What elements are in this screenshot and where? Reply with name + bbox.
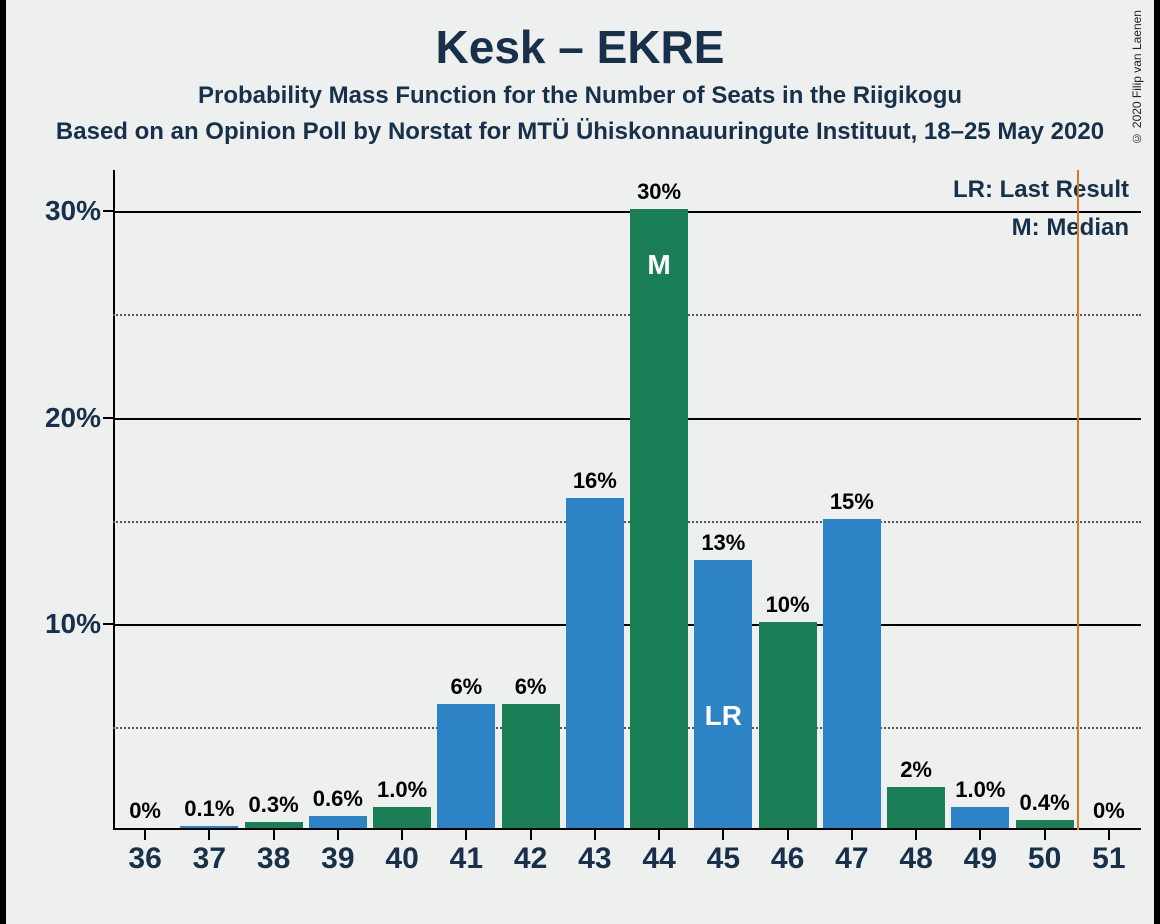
bar-value-label: 0% — [116, 798, 174, 824]
bar-inner-label: M — [630, 249, 688, 281]
bar: 16% — [566, 498, 624, 828]
bar: 0.3% — [245, 822, 303, 828]
bar: 2% — [887, 787, 945, 828]
y-tick-label: 10% — [11, 608, 101, 640]
y-tick-mark — [103, 210, 113, 212]
bar: 30%M — [630, 209, 688, 828]
x-tick-label: 39 — [321, 842, 354, 876]
bar-value-label: 10% — [759, 592, 817, 618]
chart-title: Kesk – EKRE — [0, 20, 1160, 74]
x-tick-mark — [465, 830, 467, 840]
x-tick-mark — [722, 830, 724, 840]
x-tick-mark — [208, 830, 210, 840]
x-tick-label: 44 — [642, 842, 675, 876]
x-tick-mark — [1108, 830, 1110, 840]
x-tick-mark — [851, 830, 853, 840]
x-tick-label: 43 — [578, 842, 611, 876]
x-tick-label: 48 — [899, 842, 932, 876]
bar-value-label: 16% — [566, 468, 624, 494]
bar: 0.6% — [309, 816, 367, 828]
x-tick-label: 42 — [514, 842, 547, 876]
x-tick-label: 49 — [964, 842, 997, 876]
x-tick-label: 51 — [1092, 842, 1125, 876]
bar: 0.4% — [1016, 820, 1074, 828]
x-tick-label: 41 — [450, 842, 483, 876]
bar-value-label: 6% — [437, 674, 495, 700]
x-tick-mark — [401, 830, 403, 840]
chart-subtitle: Probability Mass Function for the Number… — [0, 82, 1160, 110]
bar: 6% — [502, 704, 560, 828]
bar-value-label: 0.3% — [245, 792, 303, 818]
x-tick-mark — [658, 830, 660, 840]
bar-value-label: 6% — [502, 674, 560, 700]
bar: 0.1% — [180, 826, 238, 828]
x-tick-mark — [144, 830, 146, 840]
x-tick-mark — [530, 830, 532, 840]
x-tick-mark — [273, 830, 275, 840]
bar-value-label: 0.1% — [180, 796, 238, 822]
x-tick-label: 38 — [257, 842, 290, 876]
bars: 0%0.1%0.3%0.6%1.0%6%6%16%30%M13%LR10%15%… — [113, 170, 1141, 830]
bar-value-label: 0.6% — [309, 786, 367, 812]
bar-value-label: 2% — [887, 757, 945, 783]
bar-value-label: 0% — [1080, 798, 1138, 824]
bar: 13%LR — [694, 560, 752, 828]
bar-inner-label: LR — [694, 700, 752, 732]
x-tick-label: 37 — [193, 842, 226, 876]
bar-value-label: 15% — [823, 489, 881, 515]
chart-note: Based on an Opinion Poll by Norstat for … — [0, 118, 1160, 146]
bar-value-label: 30% — [630, 179, 688, 205]
x-tick-mark — [915, 830, 917, 840]
y-tick-mark — [103, 417, 113, 419]
chart-area: LR: Last Result M: Median 10%20%30% 0%0.… — [113, 170, 1141, 830]
x-tick-label: 50 — [1028, 842, 1061, 876]
bar-value-label: 1.0% — [951, 777, 1009, 803]
bar-value-label: 0.4% — [1016, 790, 1074, 816]
y-tick-label: 30% — [11, 195, 101, 227]
bar-value-label: 1.0% — [373, 777, 431, 803]
x-tick-mark — [337, 830, 339, 840]
reference-line — [1077, 170, 1079, 830]
x-tick-label: 47 — [835, 842, 868, 876]
x-tick-label: 46 — [771, 842, 804, 876]
y-tick-label: 20% — [11, 402, 101, 434]
x-tick-mark — [594, 830, 596, 840]
bar: 15% — [823, 519, 881, 828]
bar: 1.0% — [373, 807, 431, 828]
bar: 10% — [759, 622, 817, 828]
bar: 6% — [437, 704, 495, 828]
y-tick-mark — [103, 623, 113, 625]
bar: 1.0% — [951, 807, 1009, 828]
x-tick-label: 36 — [128, 842, 161, 876]
x-tick-label: 45 — [707, 842, 740, 876]
x-tick-mark — [787, 830, 789, 840]
bar-value-label: 13% — [694, 530, 752, 556]
x-tick-mark — [1044, 830, 1046, 840]
x-tick-mark — [979, 830, 981, 840]
x-tick-label: 40 — [385, 842, 418, 876]
